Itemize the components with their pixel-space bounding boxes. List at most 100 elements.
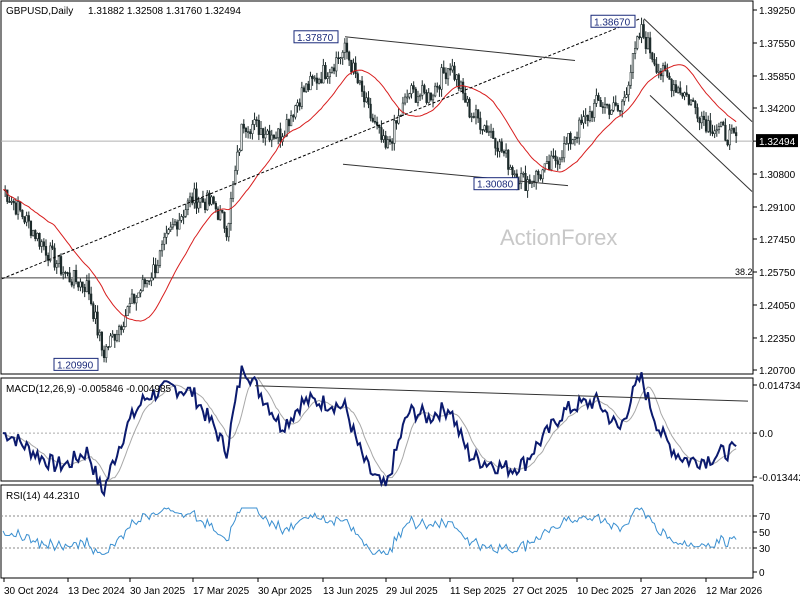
candle-body: [341, 52, 344, 58]
candle-body: [612, 102, 615, 111]
candle-body: [522, 172, 525, 175]
candle-body: [133, 293, 136, 304]
candle-body: [554, 155, 557, 162]
candle-body: [668, 75, 671, 80]
price-annotation-box: [293, 30, 339, 44]
candle-body: [412, 85, 415, 90]
candle-body: [264, 133, 267, 139]
candle-body: [629, 72, 632, 86]
candle-body: [664, 65, 667, 71]
candle-body: [320, 79, 323, 84]
candle-body: [444, 72, 448, 80]
rsi-layer: [1, 507, 753, 556]
candle-body: [238, 149, 241, 153]
candle-body: [186, 200, 190, 211]
candle-body: [715, 129, 718, 132]
candle-body: [575, 137, 579, 139]
rsi-title: RSI(14) 44.2310: [6, 491, 80, 502]
x-tick-label: 10 Dec 2025: [577, 586, 634, 597]
macd-panel-frame: [0, 377, 754, 482]
candle-body: [543, 163, 546, 171]
candle-body: [550, 155, 553, 170]
candle-body: [6, 189, 9, 202]
price-tick-label: 1.24050: [759, 301, 796, 312]
candle-body: [416, 96, 420, 103]
candle-body: [406, 96, 409, 99]
candle-body: [120, 326, 123, 330]
candle-body: [156, 265, 159, 274]
candle-body: [145, 280, 149, 285]
price-layer: 38.2 1.37870 1.38670 1.30080 1.20990: [1, 14, 753, 371]
candle-body: [270, 134, 273, 141]
candle-body: [713, 130, 716, 134]
x-tick-label: 27 Oct 2025: [513, 586, 568, 597]
candle-body: [87, 280, 91, 295]
candle-body: [180, 216, 183, 221]
candle-body: [107, 346, 110, 349]
candle-body: [451, 65, 454, 71]
candle-body: [72, 270, 76, 286]
candle-body: [692, 99, 695, 102]
candle-body: [352, 62, 355, 73]
candle-body: [429, 92, 432, 101]
candle-body: [560, 157, 564, 160]
candle-body: [206, 192, 209, 211]
rsi-tick-label: 70: [759, 512, 771, 523]
price-tick-label: 1.39250: [759, 6, 796, 17]
candle-body: [251, 124, 254, 135]
candle-body: [176, 221, 179, 230]
candle-body: [672, 84, 675, 92]
down-channel-lower: [649, 95, 753, 192]
candle-body: [85, 280, 88, 292]
candle-body: [356, 73, 359, 84]
candle-body: [223, 211, 226, 229]
candle-body: [143, 279, 147, 285]
candle-body: [616, 104, 619, 111]
price-tick-label: 1.29100: [759, 203, 796, 214]
candle-body: [34, 230, 37, 239]
candle-body: [694, 101, 697, 108]
candle-body: [728, 129, 731, 146]
candle-body: [421, 85, 424, 96]
candle-body: [204, 201, 207, 211]
candle-body: [384, 135, 387, 148]
candle-body: [687, 94, 690, 105]
candle-body: [649, 37, 652, 54]
candle-body: [547, 161, 551, 170]
price-tick-label: 1.30800: [759, 170, 796, 181]
candle-body: [704, 119, 708, 132]
candle-body: [212, 196, 215, 204]
candle-body: [494, 138, 497, 149]
candle-body: [158, 250, 162, 266]
candle-body: [707, 120, 710, 132]
candle-body: [397, 115, 400, 124]
macd-signal-line: [2, 377, 737, 480]
candle-body: [208, 192, 211, 205]
candle-body: [735, 132, 738, 137]
candle-body: [590, 111, 594, 118]
candle-body: [328, 71, 331, 78]
candle-body: [300, 87, 303, 107]
candle-body: [595, 95, 598, 104]
candle-body: [481, 129, 484, 131]
candle-body: [105, 346, 108, 359]
candle-body: [365, 97, 368, 103]
candle-body: [599, 100, 602, 107]
candle-body: [670, 79, 673, 92]
candle-body: [434, 85, 437, 97]
candle-body: [461, 81, 465, 94]
candle-body: [240, 123, 243, 151]
macd-tick-label: 0.014734: [759, 381, 800, 392]
rsi-panel-frame: [0, 484, 754, 579]
candle-body: [449, 68, 452, 71]
axis-layer: 30 Oct 2024 13 Dec 2024 30 Jan 2025 17 Mar …: [3, 6, 800, 597]
candle-body: [457, 74, 460, 89]
candle-body: [614, 102, 617, 106]
candle-body: [470, 116, 473, 118]
candle-body: [427, 92, 430, 103]
candle-body: [195, 188, 198, 209]
candle-body: [492, 130, 495, 139]
macd-title: MACD(12,26,9) -0.005846 -0.004985: [6, 384, 172, 395]
candle-body: [393, 120, 396, 144]
candle-body: [552, 155, 555, 158]
